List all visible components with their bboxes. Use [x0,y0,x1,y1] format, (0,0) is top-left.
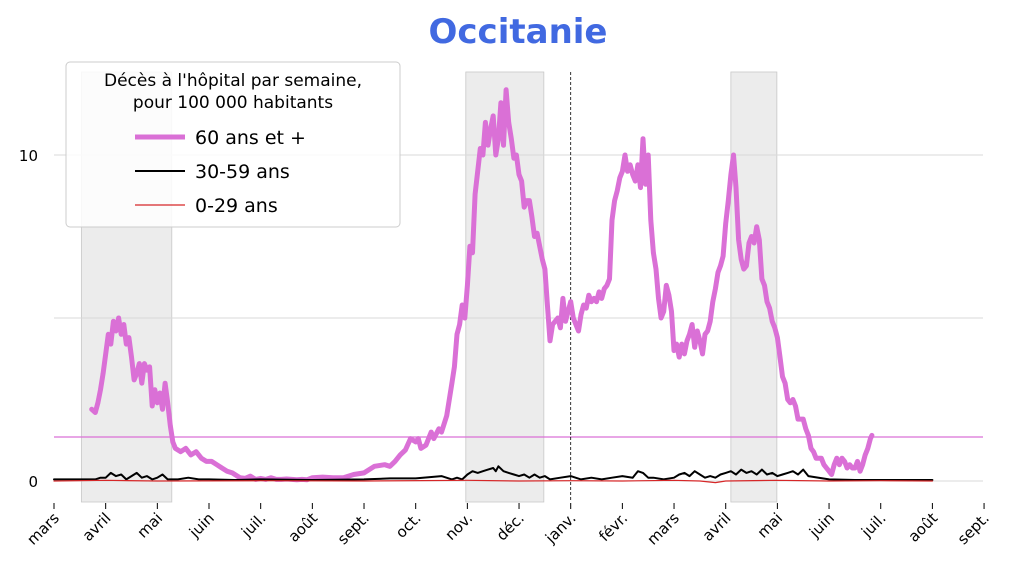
x-tick-label: juin [805,509,838,542]
x-tick-label: nov. [441,509,476,544]
legend-title: Décès à l'hôpital par semaine, [104,71,362,91]
x-tick-label: juil. [857,509,889,541]
x-tick-label: sept. [954,509,993,548]
series-line-0 [89,87,875,483]
x-tick-label: sept. [334,509,373,548]
x-tick-label: avril [79,509,115,545]
x-tick-label: oct. [392,509,425,542]
x-tick-label: mai [754,509,787,542]
x-tick-label: août [285,509,322,546]
y-axis-ticks: 0 10 [19,147,38,491]
legend-box [65,61,401,228]
legend-entry: 60 ans et + [195,127,306,149]
legend: Décès à l'hôpital par semaine,pour 100 0… [65,61,401,228]
series-line-2 [53,479,933,484]
x-tick-label: août [905,509,942,546]
legend-title: pour 100 000 habitants [133,93,333,113]
x-tick-label: mai [134,509,167,542]
x-tick-label: mars [643,509,683,549]
x-axis-ticks: mars avril mai juin juil. août sept. oct. nov. dé… [23,503,993,549]
y-tick-label: 0 [28,473,38,491]
x-tick-label: avril [699,509,735,545]
x-tick-label: juin [185,509,218,542]
x-tick-label: juil. [237,509,269,541]
x-tick-label: févr. [595,509,631,545]
x-tick-label: mars [23,509,63,549]
x-tick-label: déc. [493,509,528,544]
y-tick-label: 10 [19,147,38,165]
x-tick-label: janv. [541,509,579,547]
series-line-1 [53,465,934,481]
shaded-period-2 [730,71,778,503]
chart-title: Occitanie [429,12,608,52]
legend-entry: 0-29 ans [195,195,278,217]
series-lines [53,87,934,484]
legend-entry: 30-59 ans [195,161,290,183]
